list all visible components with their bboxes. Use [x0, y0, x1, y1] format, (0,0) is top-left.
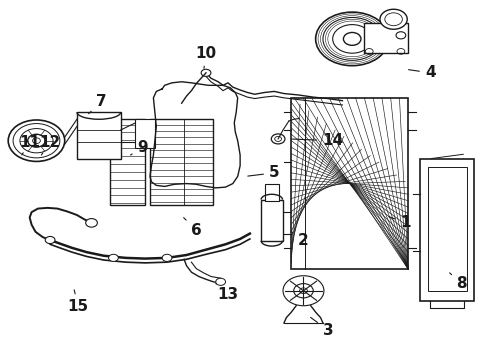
Text: 5: 5 [248, 165, 280, 180]
Text: 6: 6 [184, 218, 202, 238]
Circle shape [216, 278, 225, 285]
Circle shape [109, 254, 118, 261]
Text: 8: 8 [450, 273, 467, 291]
Circle shape [28, 134, 45, 147]
Bar [365, 23, 408, 53]
Text: 10: 10 [196, 46, 217, 68]
Circle shape [316, 12, 389, 66]
Text: 15: 15 [68, 290, 89, 314]
Circle shape [162, 254, 172, 261]
Text: 12: 12 [40, 135, 61, 155]
Text: 3: 3 [311, 318, 333, 338]
Text: 14: 14 [292, 133, 343, 148]
Bar [420, 158, 474, 301]
Circle shape [380, 9, 407, 29]
Circle shape [86, 219, 98, 227]
Text: 2: 2 [291, 231, 309, 248]
Bar [365, 23, 408, 53]
Circle shape [45, 237, 55, 244]
Circle shape [299, 288, 307, 294]
Circle shape [343, 32, 361, 45]
Circle shape [8, 120, 65, 161]
Text: 4: 4 [409, 65, 436, 80]
Text: 11: 11 [19, 135, 40, 155]
Text: 1: 1 [389, 215, 411, 230]
Circle shape [294, 284, 313, 298]
Circle shape [275, 136, 282, 141]
Text: 7: 7 [89, 94, 107, 114]
Circle shape [201, 69, 211, 76]
Circle shape [13, 123, 60, 158]
Bar [291, 98, 408, 269]
Text: 9: 9 [130, 140, 148, 156]
Bar [428, 167, 466, 291]
Circle shape [396, 32, 406, 39]
Text: 13: 13 [216, 284, 239, 302]
Bar [77, 112, 121, 158]
Bar [150, 119, 213, 205]
Circle shape [323, 18, 381, 60]
Circle shape [385, 13, 402, 26]
Circle shape [271, 134, 285, 144]
Circle shape [20, 129, 53, 153]
Circle shape [333, 24, 372, 53]
Bar [291, 98, 408, 269]
Bar [110, 119, 145, 205]
Bar [135, 119, 155, 148]
Bar [265, 184, 279, 201]
Bar [261, 200, 283, 241]
